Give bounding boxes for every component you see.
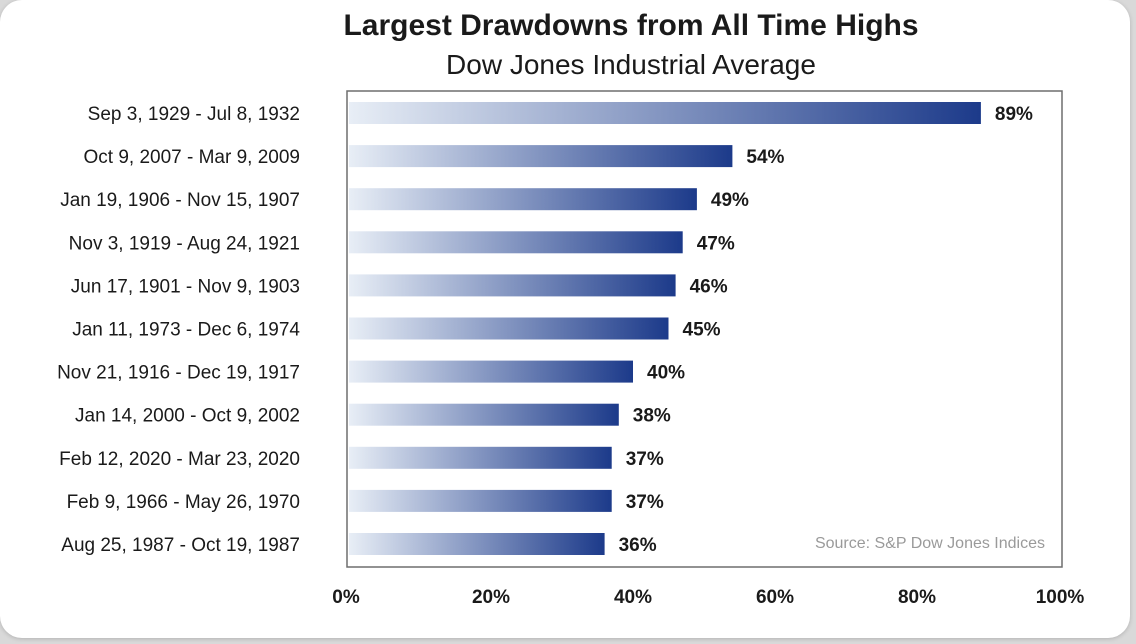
chart-subtitle: Dow Jones Industrial Average: [446, 49, 816, 80]
x-tick-label: 20%: [472, 587, 510, 608]
bar: [349, 145, 733, 168]
category-label: Aug 25, 1987 - Oct 19, 1987: [61, 535, 300, 556]
x-tick-label: 100%: [1036, 587, 1085, 608]
bars-group: [349, 102, 981, 555]
bar: [349, 403, 619, 426]
chart-title: Largest Drawdowns from All Time Highs: [343, 9, 919, 42]
value-label: 54%: [746, 147, 784, 168]
category-label: Sep 3, 1929 - Jul 8, 1932: [88, 104, 300, 125]
category-label: Feb 12, 2020 - Mar 23, 2020: [59, 449, 300, 470]
bar: [349, 102, 981, 124]
value-label: 49%: [711, 190, 749, 211]
category-label: Nov 21, 1916 - Dec 19, 1917: [57, 363, 300, 384]
category-labels-group: Sep 3, 1929 - Jul 8, 1932 Oct 9, 2007 - M…: [57, 104, 300, 556]
bar: [349, 317, 669, 340]
source-note: Source: S&P Dow Jones Indices: [815, 535, 1045, 552]
bar: [349, 274, 676, 297]
bar: [349, 360, 633, 383]
bar: [349, 533, 605, 555]
x-tick-label: 0%: [332, 587, 360, 608]
category-label: Nov 3, 1919 - Aug 24, 1921: [69, 233, 300, 254]
x-tick-label: 40%: [614, 587, 652, 608]
bar: [349, 489, 612, 512]
category-label: Jan 11, 1973 - Dec 6, 1974: [72, 320, 300, 341]
x-tick-label: 80%: [898, 587, 936, 608]
x-tick-label: 60%: [756, 587, 794, 608]
category-label: Jan 19, 1906 - Nov 15, 1907: [60, 190, 300, 211]
category-label: Oct 9, 2007 - Mar 9, 2009: [83, 147, 300, 168]
value-label: 36%: [619, 535, 657, 556]
bar: [349, 188, 697, 211]
value-label: 45%: [683, 320, 721, 341]
value-label: 38%: [633, 406, 671, 427]
value-label: 89%: [995, 104, 1033, 125]
value-label: 37%: [626, 492, 664, 513]
value-labels-group: 89% 54% 49% 47% 46% 45% 40% 38% 37% 37% 36%: [619, 104, 1033, 556]
bar: [349, 231, 683, 254]
value-label: 37%: [626, 449, 664, 470]
category-label: Jan 14, 2000 - Oct 9, 2002: [75, 406, 300, 427]
value-label: 40%: [647, 363, 685, 384]
value-label: 46%: [690, 276, 728, 297]
category-label: Feb 9, 1966 - May 26, 1970: [67, 492, 300, 513]
bar: [349, 446, 612, 469]
x-tick-labels-group: 0% 20% 40% 60% 80% 100%: [332, 587, 1084, 608]
category-label: Jun 17, 1901 - Nov 9, 1903: [71, 276, 300, 297]
value-label: 47%: [697, 233, 735, 254]
